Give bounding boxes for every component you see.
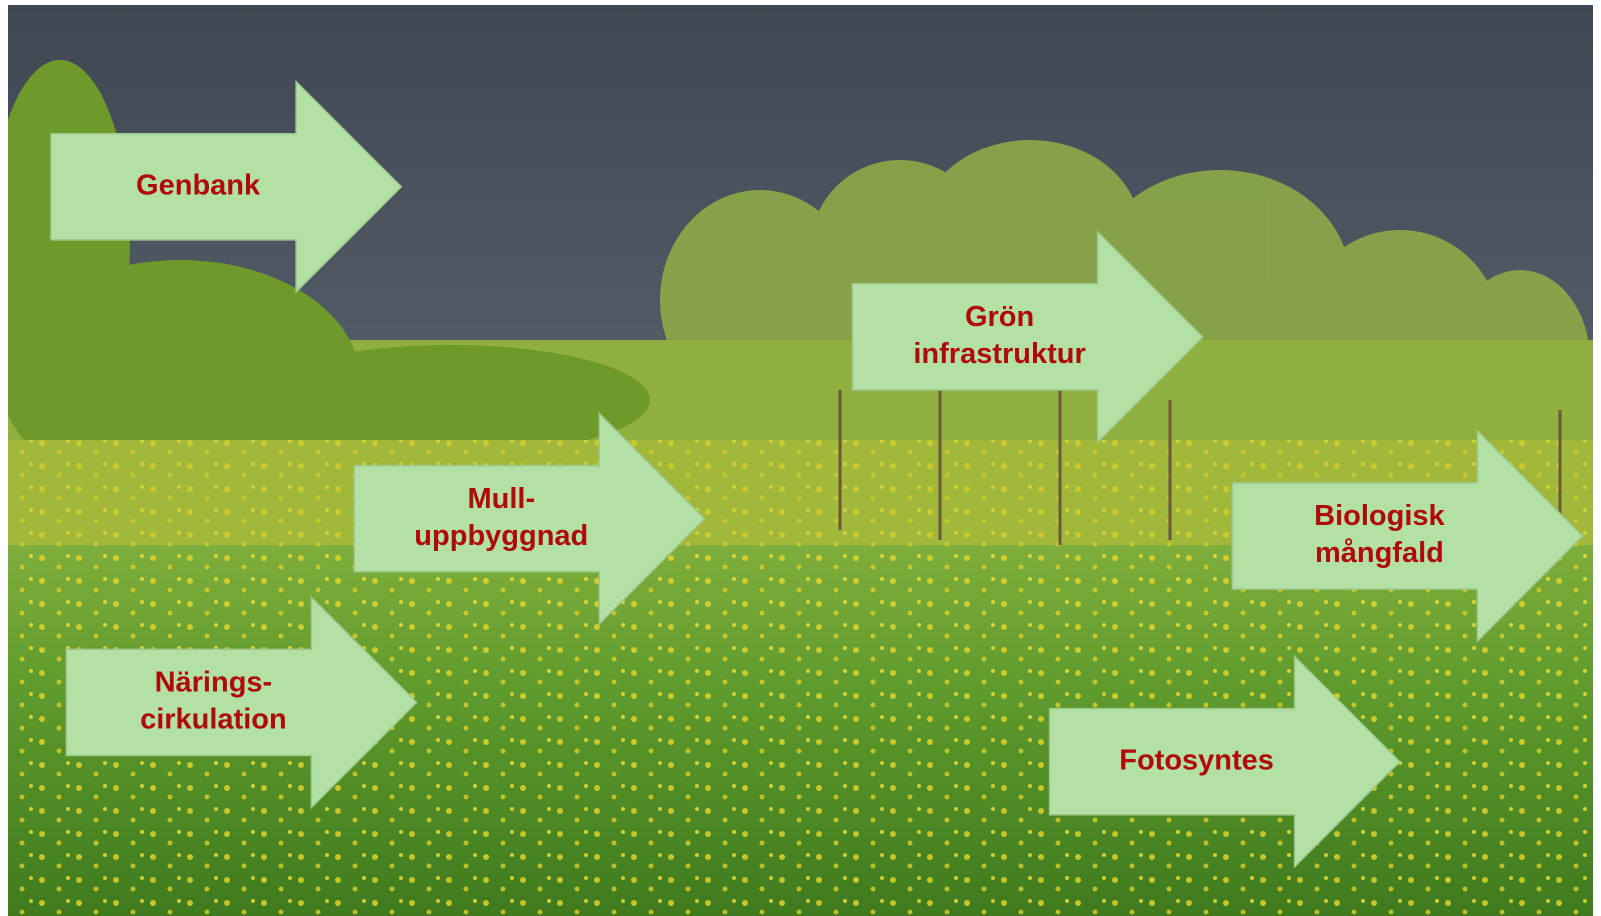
arrow-label: Genbank (136, 169, 261, 201)
arrow-label: cirkulation (140, 704, 287, 736)
arrow-label: uppbyggnad (414, 520, 588, 552)
arrow-label: infrastruktur (913, 338, 1085, 370)
slide: Genbank Grön infrastruktur Mull-uppbyggnad B… (0, 0, 1601, 916)
arrow-label: Grön (965, 301, 1034, 333)
arrow-label: mångfald (1315, 537, 1444, 569)
page: Genbank Grön infrastruktur Mull-uppbyggnad B… (0, 0, 1601, 916)
arrow-label: Närings- (155, 667, 273, 699)
arrow-label: Biologisk (1314, 500, 1445, 532)
arrow-label: Fotosyntes (1119, 744, 1274, 776)
arrow-label: Mull- (467, 483, 535, 515)
